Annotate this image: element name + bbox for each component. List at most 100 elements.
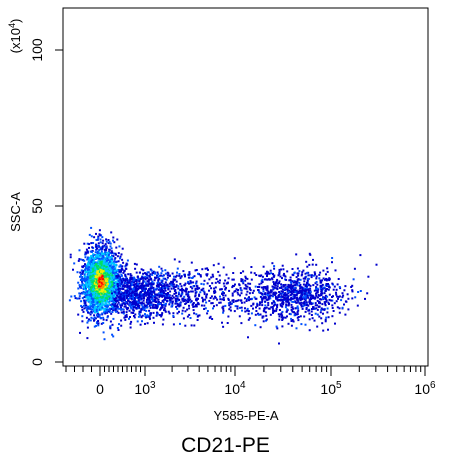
- event-dot: [146, 277, 149, 280]
- event-dot: [86, 242, 89, 245]
- event-dot: [85, 296, 88, 299]
- event-dot: [107, 242, 110, 245]
- event-dot: [265, 288, 268, 291]
- event-dot: [120, 253, 123, 256]
- y-axis-label: SSC-A: [8, 192, 23, 232]
- event-dot: [103, 281, 106, 284]
- event-dot: [127, 273, 130, 276]
- event-dot: [172, 316, 175, 318]
- event-dot: [106, 257, 109, 260]
- event-dot: [83, 307, 86, 310]
- event-dot: [91, 250, 93, 253]
- event-dot: [234, 300, 237, 303]
- event-dot: [81, 282, 84, 285]
- event-dot: [232, 272, 235, 274]
- event-dot: [97, 268, 100, 271]
- event-dot: [325, 299, 328, 302]
- event-dot: [311, 302, 314, 305]
- event-dot: [77, 313, 80, 316]
- event-dot: [280, 268, 282, 271]
- event-dot: [110, 281, 113, 283]
- event-dot: [96, 238, 99, 241]
- event-dot: [158, 282, 161, 285]
- event-dot: [93, 325, 96, 328]
- event-dot: [121, 304, 123, 307]
- event-dot: [96, 290, 99, 293]
- event-dot: [296, 292, 299, 295]
- event-dot: [152, 283, 155, 286]
- event-dot: [129, 292, 132, 295]
- event-dot: [98, 253, 101, 256]
- event-dot: [304, 295, 307, 297]
- event-dot: [91, 284, 94, 287]
- event-dot: [160, 283, 163, 286]
- event-dot: [295, 327, 298, 330]
- event-dot: [261, 316, 264, 319]
- event-dot: [171, 297, 174, 300]
- event-dot: [326, 278, 329, 281]
- event-dot: [119, 257, 121, 260]
- event-dot: [81, 266, 84, 269]
- event-dot: [178, 305, 181, 308]
- event-dot: [301, 289, 304, 292]
- event-dot: [113, 258, 116, 261]
- event-dot: [290, 290, 293, 293]
- event-dot: [177, 293, 180, 296]
- event-dot: [169, 301, 172, 304]
- event-dot: [276, 278, 279, 281]
- event-dot: [261, 275, 264, 278]
- event-dot: [203, 308, 206, 310]
- event-dot: [106, 287, 109, 290]
- event-dot: [219, 288, 222, 291]
- event-dot: [143, 309, 146, 312]
- event-dot: [114, 303, 116, 305]
- event-dot: [330, 299, 333, 302]
- event-dot: [300, 274, 303, 277]
- event-dot: [80, 304, 83, 307]
- event-dot: [252, 307, 254, 310]
- event-dot: [324, 298, 327, 301]
- event-dot: [314, 282, 317, 285]
- event-dot: [185, 299, 188, 302]
- event-dot: [192, 309, 195, 312]
- event-dot: [257, 286, 259, 288]
- event-dot: [320, 294, 323, 297]
- event-dot: [245, 293, 248, 296]
- event-dot: [106, 300, 109, 303]
- event-dot: [236, 307, 239, 310]
- event-dot: [105, 245, 108, 248]
- event-dot: [141, 314, 144, 317]
- event-dot: [258, 303, 261, 306]
- plot-frame: [62, 7, 429, 367]
- event-dot: [95, 308, 98, 311]
- event-dot: [193, 275, 196, 278]
- event-dot: [315, 307, 318, 310]
- event-dot: [94, 255, 97, 258]
- event-dot: [175, 298, 178, 301]
- event-dot: [270, 306, 273, 309]
- event-dot: [126, 285, 129, 288]
- event-dot: [157, 298, 160, 301]
- event-dot: [198, 294, 201, 297]
- event-dot: [108, 295, 111, 298]
- event-dot: [218, 274, 221, 277]
- event-dot: [111, 311, 114, 313]
- event-dot: [166, 293, 169, 296]
- event-dot: [123, 270, 126, 273]
- event-dot: [187, 298, 190, 301]
- event-dot: [152, 306, 154, 309]
- event-dot: [166, 271, 169, 274]
- event-dot: [315, 287, 317, 290]
- event-dot: [297, 274, 300, 277]
- event-dot: [93, 253, 96, 256]
- event-dot: [308, 312, 311, 315]
- event-dot: [146, 280, 149, 283]
- event-dot: [273, 267, 276, 270]
- event-dot: [157, 284, 159, 287]
- event-dot: [276, 296, 279, 299]
- event-dot: [299, 278, 302, 281]
- event-dot: [171, 272, 174, 275]
- event-dot: [90, 263, 93, 265]
- event-dot: [100, 317, 102, 320]
- event-dot: [99, 261, 102, 264]
